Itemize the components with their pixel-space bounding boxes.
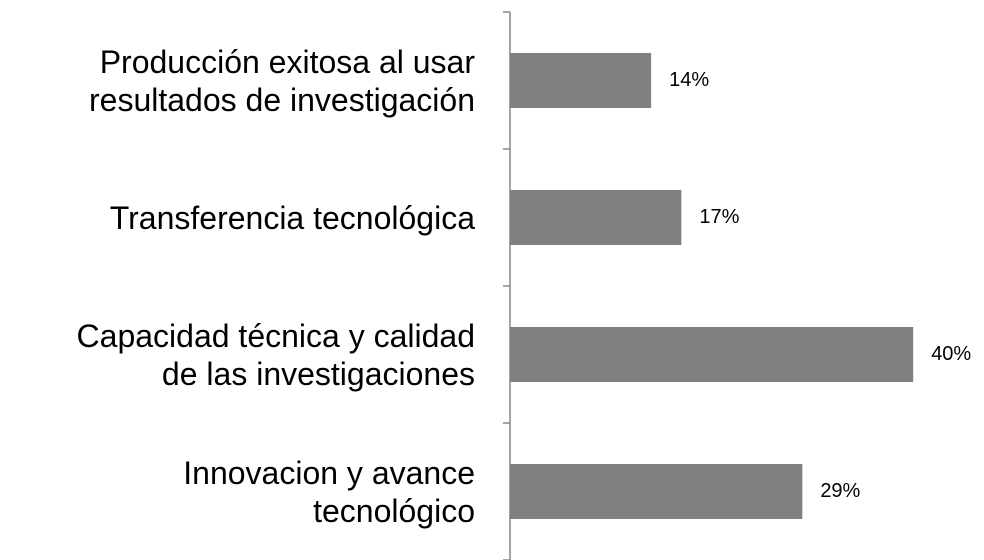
bar	[510, 190, 682, 245]
value-label: 40%	[931, 343, 971, 365]
category-label: Capacidad técnica y calidad de las inves…	[76, 317, 475, 392]
value-label: 14%	[669, 69, 709, 91]
value-label: 29%	[820, 480, 860, 502]
category-label: Producción exitosa al usar resultados de…	[88, 43, 475, 118]
category-label: Transferencia tecnológica	[109, 199, 475, 236]
bar	[510, 53, 652, 108]
bar	[510, 327, 914, 382]
bar	[510, 464, 803, 519]
category-label: Innovacion y avance tecnológico	[183, 454, 475, 529]
value-label: 17%	[699, 206, 739, 228]
